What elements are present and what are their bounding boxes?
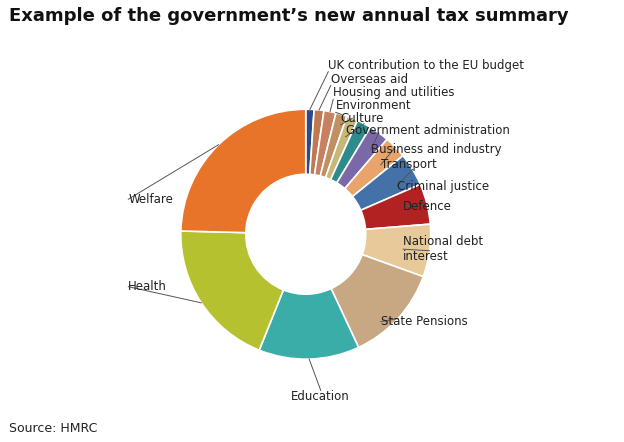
Text: Overseas aid: Overseas aid (331, 72, 408, 85)
Wedge shape (314, 110, 336, 176)
Wedge shape (320, 113, 347, 178)
Wedge shape (259, 289, 359, 359)
Text: State Pensions: State Pensions (381, 315, 467, 328)
Text: Business and industry: Business and industry (371, 143, 501, 156)
Wedge shape (326, 116, 358, 179)
Text: Environment: Environment (336, 99, 411, 112)
Text: Welfare: Welfare (129, 193, 173, 206)
Text: Criminal justice: Criminal justice (397, 179, 489, 193)
Wedge shape (331, 121, 371, 183)
Wedge shape (181, 231, 283, 350)
Wedge shape (181, 109, 306, 232)
Text: Culture: Culture (341, 112, 384, 125)
Text: Defence: Defence (403, 200, 452, 213)
Text: Example of the government’s new annual tax summary: Example of the government’s new annual t… (9, 7, 569, 25)
Wedge shape (337, 127, 387, 189)
Text: Source: HMRC: Source: HMRC (9, 423, 98, 435)
Text: Government administration: Government administration (346, 124, 510, 137)
Text: UK contribution to the EU budget: UK contribution to the EU budget (328, 59, 524, 72)
Wedge shape (362, 224, 431, 277)
Wedge shape (306, 109, 314, 175)
Wedge shape (331, 255, 423, 347)
Wedge shape (345, 139, 403, 197)
Text: Education: Education (291, 390, 350, 404)
Text: Transport: Transport (381, 158, 436, 171)
Wedge shape (310, 110, 324, 175)
Wedge shape (353, 156, 421, 210)
Text: Housing and utilities: Housing and utilities (333, 86, 455, 99)
Wedge shape (361, 184, 431, 229)
Text: National debt
interest: National debt interest (403, 235, 484, 263)
Text: Health: Health (129, 280, 167, 293)
